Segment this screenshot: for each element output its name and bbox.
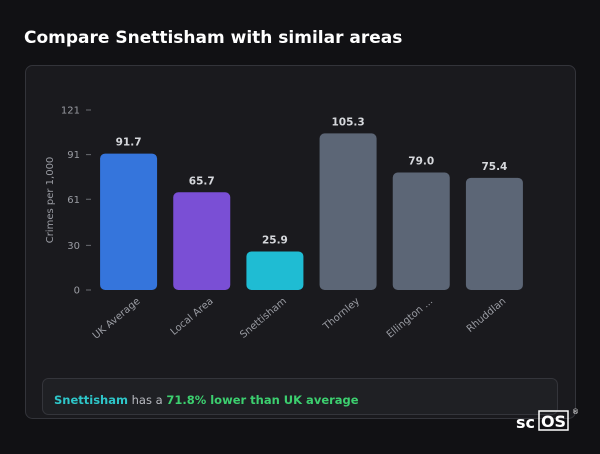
y-tick-label: 61 — [67, 195, 80, 206]
value-label: 75.4 — [481, 161, 507, 173]
summary-highlight: 71.8% lower than UK average — [166, 393, 358, 407]
bar — [173, 192, 231, 290]
bar — [100, 153, 158, 290]
logo-left: sc — [516, 413, 535, 432]
value-label: 91.7 — [116, 137, 142, 149]
y-tick-label: 0 — [74, 286, 80, 297]
value-label: 79.0 — [408, 155, 434, 167]
summary-text: Snettisham has a 71.8% lower than UK ave… — [54, 393, 359, 407]
logo-boxed: OS — [541, 412, 566, 431]
y-tick-label: 121 — [61, 106, 80, 117]
chart-card — [25, 65, 576, 419]
summary-box — [42, 378, 558, 415]
y-axis-label: Crimes per 1,000 — [45, 157, 56, 244]
logo-mark: ® — [572, 408, 579, 416]
logo-box — [538, 410, 569, 431]
bar — [465, 177, 523, 290]
bar — [392, 172, 450, 290]
value-label: 105.3 — [331, 116, 364, 128]
page-title: Compare Snettisham with similar areas — [24, 28, 402, 48]
value-label: 65.7 — [189, 175, 215, 187]
summary-place: Snettisham — [54, 393, 128, 407]
y-tick-label: 91 — [67, 150, 80, 161]
bar — [319, 133, 377, 290]
y-tick-label: 30 — [67, 241, 80, 252]
bar — [246, 251, 304, 290]
value-label: 25.9 — [262, 234, 288, 246]
summary-connector: has a — [132, 393, 163, 407]
